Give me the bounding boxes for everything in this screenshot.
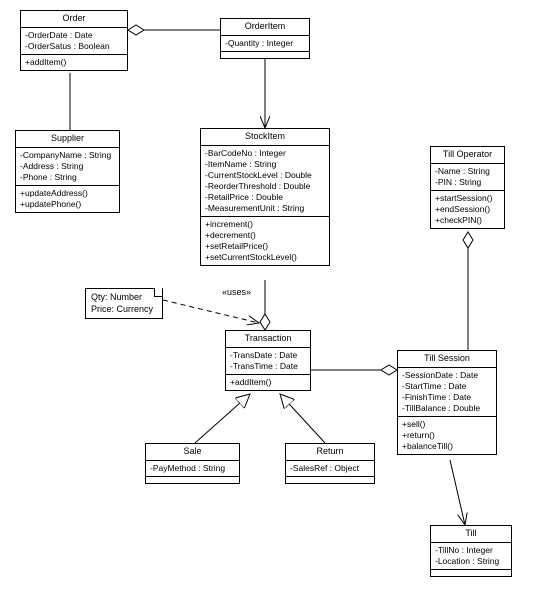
class-transaction: Transaction-TransDate : Date-TransTime :… — [225, 330, 311, 391]
class-sale: Sale -PayMethod : String — [145, 443, 240, 484]
attribute-row: -ItemName : String — [205, 159, 325, 170]
edge-layer — [0, 0, 542, 606]
class-supplier: Supplier-CompanyName : String-Address : … — [15, 130, 120, 213]
operations-section: +startSession()+endSession()+checkPIN() — [431, 191, 504, 228]
operation-row: +increment() — [205, 219, 325, 230]
attribute-row: -OrderDate : Date — [25, 30, 123, 41]
edge-return-gen — [280, 394, 325, 443]
attribute-row: -Name : String — [435, 166, 500, 177]
operations-section: +addItem() — [226, 375, 310, 390]
attribute-row: -MeasurementUnit : String — [205, 203, 325, 214]
class-title: Sale — [146, 444, 239, 461]
attributes-section: -Name : String-PIN : String — [431, 164, 504, 191]
class-title: Transaction — [226, 331, 310, 348]
edge-tillsession-till — [450, 460, 465, 525]
attributes-section: -TillNo : Integer-Location : String — [431, 543, 511, 570]
attribute-row: -TillBalance : Double — [402, 403, 492, 414]
attribute-row: -Phone : String — [20, 172, 115, 183]
operation-row: +return() — [402, 430, 492, 441]
uml-canvas: Order-OrderDate : Date-OrderSatus : Bool… — [0, 0, 542, 606]
operations-section: +increment()+decrement()+setRetailPrice(… — [201, 217, 329, 265]
operations-section: +sell()+return()+balanceTill() — [398, 417, 496, 454]
class-title: StockItem — [201, 129, 329, 146]
class-title: Till — [431, 526, 511, 543]
attribute-row: -Location : String — [435, 556, 507, 567]
attribute-row: -TransDate : Date — [230, 350, 306, 361]
uses-stereotype: «uses» — [222, 287, 251, 297]
operations-section: +updateAddress()+updatePhone() — [16, 186, 119, 212]
class-title: Till Session — [398, 351, 496, 368]
class-stockItem: StockItem-BarCodeNo : Integer-ItemName :… — [200, 128, 330, 266]
class-title: OrderItem — [221, 19, 309, 36]
operations-section — [146, 477, 239, 483]
attributes-section: -PayMethod : String — [146, 461, 239, 477]
attribute-row: -ReorderThreshold : Double — [205, 181, 325, 192]
edge-note-dep — [163, 300, 259, 323]
class-order: Order-OrderDate : Date-OrderSatus : Bool… — [20, 10, 128, 71]
class-tillSession: Till Session-SessionDate : Date-StartTim… — [397, 350, 497, 455]
attributes-section: -CompanyName : String-Address : String-P… — [16, 148, 119, 186]
attributes-section: -TransDate : Date-TransTime : Date — [226, 348, 310, 375]
edge-sale-gen — [195, 394, 250, 443]
operation-row: +startSession() — [435, 193, 500, 204]
attribute-row: -SalesRef : Object — [290, 463, 370, 474]
operation-row: +addItem() — [230, 377, 306, 388]
operation-row: +addItem() — [25, 57, 123, 68]
operations-section — [221, 52, 309, 58]
attributes-section: -BarCodeNo : Integer-ItemName : String-C… — [201, 146, 329, 217]
class-tillOperator: Till Operator-Name : String-PIN : String… — [430, 146, 505, 229]
attributes-section: -OrderDate : Date-OrderSatus : Boolean — [21, 28, 127, 55]
operations-section: +addItem() — [21, 55, 127, 70]
class-orderItem: OrderItem -Quantity : Integer — [220, 18, 310, 59]
attribute-row: -FinishTime : Date — [402, 392, 492, 403]
attributes-section: -SalesRef : Object — [286, 461, 374, 477]
attribute-row: -PIN : String — [435, 177, 500, 188]
operation-row: +setRetailPrice() — [205, 241, 325, 252]
operations-section — [431, 570, 511, 576]
class-title: Supplier — [16, 131, 119, 148]
operation-row: +updateAddress() — [20, 188, 115, 199]
attribute-row: -TillNo : Integer — [435, 545, 507, 556]
attribute-row: -OrderSatus : Boolean — [25, 41, 123, 52]
attribute-row: -RetailPrice : Double — [205, 192, 325, 203]
operation-row: +decrement() — [205, 230, 325, 241]
operation-row: +checkPIN() — [435, 215, 500, 226]
attribute-row: -SessionDate : Date — [402, 370, 492, 381]
attributes-section: -SessionDate : Date-StartTime : Date-Fin… — [398, 368, 496, 417]
attribute-row: -PayMethod : String — [150, 463, 235, 474]
operations-section — [286, 477, 374, 483]
association-note: Qty: NumberPrice: Currency — [85, 288, 163, 319]
attribute-row: -StartTime : Date — [402, 381, 492, 392]
operation-row: +setCurrentStockLevel() — [205, 252, 325, 263]
attribute-row: -CompanyName : String — [20, 150, 115, 161]
operation-row: +balanceTill() — [402, 441, 492, 452]
class-return: Return -SalesRef : Object — [285, 443, 375, 484]
note-line: Price: Currency — [91, 304, 157, 316]
attribute-row: -CurrentStockLevel : Double — [205, 170, 325, 181]
attribute-row: -TransTime : Date — [230, 361, 306, 372]
note-line: Qty: Number — [91, 292, 157, 304]
attribute-row: -Quantity : Integer — [225, 38, 305, 49]
class-title: Order — [21, 11, 127, 28]
attribute-row: -BarCodeNo : Integer — [205, 148, 325, 159]
operation-row: +sell() — [402, 419, 492, 430]
attributes-section: -Quantity : Integer — [221, 36, 309, 52]
class-title: Return — [286, 444, 374, 461]
operation-row: +updatePhone() — [20, 199, 115, 210]
class-title: Till Operator — [431, 147, 504, 164]
operation-row: +endSession() — [435, 204, 500, 215]
class-till: Till-TillNo : Integer-Location : String — [430, 525, 512, 577]
attribute-row: -Address : String — [20, 161, 115, 172]
